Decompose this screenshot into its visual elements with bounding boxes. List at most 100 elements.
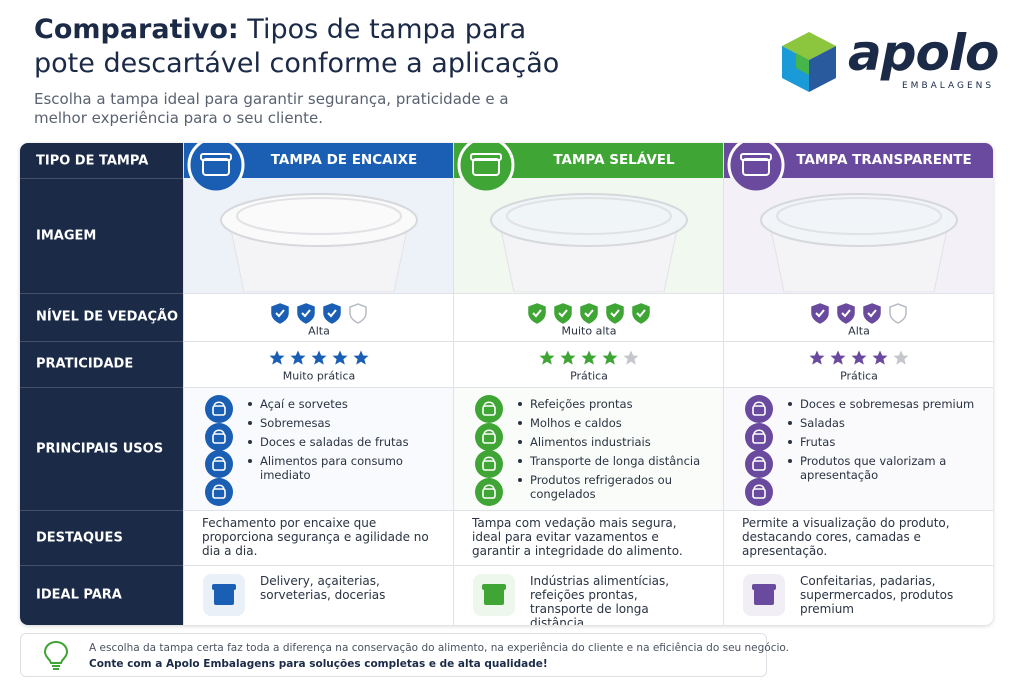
product-image: [220, 193, 418, 292]
highlight-text: Fechamento por encaixe que proporciona s…: [202, 516, 429, 558]
seal-shield: [889, 303, 907, 324]
row-divider: [454, 510, 724, 511]
bullet: [788, 421, 792, 425]
rating-star: [830, 350, 845, 365]
row-label: PRINCIPAIS USOS: [36, 441, 164, 456]
logo-icon: [782, 32, 836, 92]
column-title: TAMPA DE ENCAIXE: [270, 152, 418, 168]
bulb-icon: [43, 640, 69, 670]
seal-shield: [528, 303, 546, 324]
column: TAMPA DE ENCAIXE Alta Muito prática Açaí e…: [183, 143, 454, 625]
use-item: Sobremesas: [246, 416, 441, 430]
use-icon: [205, 394, 233, 423]
rating-star: [872, 350, 887, 365]
rating-star: [581, 350, 596, 365]
highlight-text: Tampa com vedação mais segura, ideal par…: [472, 516, 683, 558]
row-divider: [184, 341, 454, 342]
uses-list: Refeições prontas Molhos e caldos Alimento…: [516, 397, 711, 506]
use-icon: [205, 422, 233, 451]
row-divider: [184, 387, 454, 388]
row-divider: [454, 565, 724, 566]
bullet: [518, 402, 522, 406]
rating-star: [290, 350, 305, 365]
bullet: [248, 402, 252, 406]
uses-list: Doces e sobremesas premium Saladas Frutas P…: [786, 397, 981, 487]
seal-shield: [863, 303, 881, 324]
ideal-text: Indústrias alimentícias, refeições pront…: [530, 574, 670, 625]
label-column: [20, 143, 183, 625]
practicality-label: Prática: [840, 369, 878, 383]
footer: A escolha da tampa certa faz toda a dife…: [20, 633, 789, 677]
row-divider: [20, 293, 183, 294]
use-item: Açaí e sorvetes: [246, 397, 441, 411]
row-divider: [724, 565, 993, 566]
rating-star: [539, 350, 554, 365]
use-icon: [475, 394, 503, 423]
seal-label: Alta: [848, 324, 870, 338]
row-divider: [20, 178, 183, 179]
column-title: TAMPA TRANSPARENTE: [796, 152, 972, 168]
row-divider: [20, 387, 183, 388]
row-label: DESTAQUES: [36, 530, 123, 545]
row-divider: [454, 341, 724, 342]
use-item: Saladas: [786, 416, 981, 430]
seal-shield: [606, 303, 624, 324]
product-image: [760, 193, 958, 292]
seal-shield: [837, 303, 855, 324]
bullet: [518, 421, 522, 425]
ideal-icon: [203, 574, 245, 616]
use-item: Molhos e caldos: [516, 416, 711, 430]
practicality-label: Muito prática: [282, 369, 356, 383]
ideal-icon: [473, 574, 515, 616]
use-item: Alimentos industriais: [516, 435, 711, 449]
seal-shield: [580, 303, 598, 324]
use-item: Doces e saladas de frutas: [246, 435, 441, 449]
row-divider: [184, 565, 454, 566]
bullet: [248, 440, 252, 444]
row-divider: [724, 387, 993, 388]
use-icon: [475, 478, 503, 507]
seal-shield: [323, 303, 341, 324]
bullet: [788, 440, 792, 444]
rating-star: [269, 350, 284, 365]
highlight-text: Permite a visualização do produto, desta…: [742, 516, 950, 558]
use-icon: [475, 422, 503, 451]
title-bold: Comparativo:: [34, 14, 239, 45]
ideal-text: Delivery, açaiterias, sorveterias, docer…: [260, 574, 386, 602]
column: TAMPA TRANSPARENTE Alta Prática Doces e so…: [723, 143, 993, 625]
row-divider: [724, 510, 993, 511]
bullet: [248, 459, 252, 463]
seal-shield: [554, 303, 572, 324]
row-divider: [724, 341, 993, 342]
use-item: Transporte de longa distância: [516, 454, 711, 468]
use-icon: [745, 422, 773, 451]
row-divider: [20, 510, 183, 511]
row-label: NÍVEL DE VEDAÇÃO: [36, 309, 179, 325]
seal-shield: [811, 303, 829, 324]
row-label: TIPO DE TAMPA: [36, 153, 149, 168]
use-icon: [205, 478, 233, 507]
title-line: pote descartável conforme a aplicação: [34, 48, 560, 79]
row-divider: [184, 293, 454, 294]
rating-star: [602, 350, 617, 365]
rating-star: [353, 350, 368, 365]
row-divider: [184, 510, 454, 511]
seal-shield: [297, 303, 315, 324]
bullet: [788, 402, 792, 406]
use-item: Produtos refrigerados ou congelados: [516, 473, 711, 501]
row-divider: [724, 293, 993, 294]
seal-label: Muito alta: [561, 324, 617, 338]
use-item: Doces e sobremesas premium: [786, 397, 981, 411]
header-icon: [727, 143, 785, 194]
rating-star: [893, 350, 908, 365]
footer-text: A escolha da tampa certa faz toda a dife…: [89, 642, 789, 654]
practicality-label: Prática: [570, 369, 608, 383]
use-icon: [745, 394, 773, 423]
use-icon: [745, 450, 773, 479]
use-item: Refeições prontas: [516, 397, 711, 411]
title-rest: Tipos de tampa para: [247, 14, 527, 45]
use-item: Produtos que valorizam a apresentação: [786, 454, 981, 482]
bullet: [518, 440, 522, 444]
row-divider: [20, 341, 183, 342]
seal-shield: [349, 303, 367, 324]
